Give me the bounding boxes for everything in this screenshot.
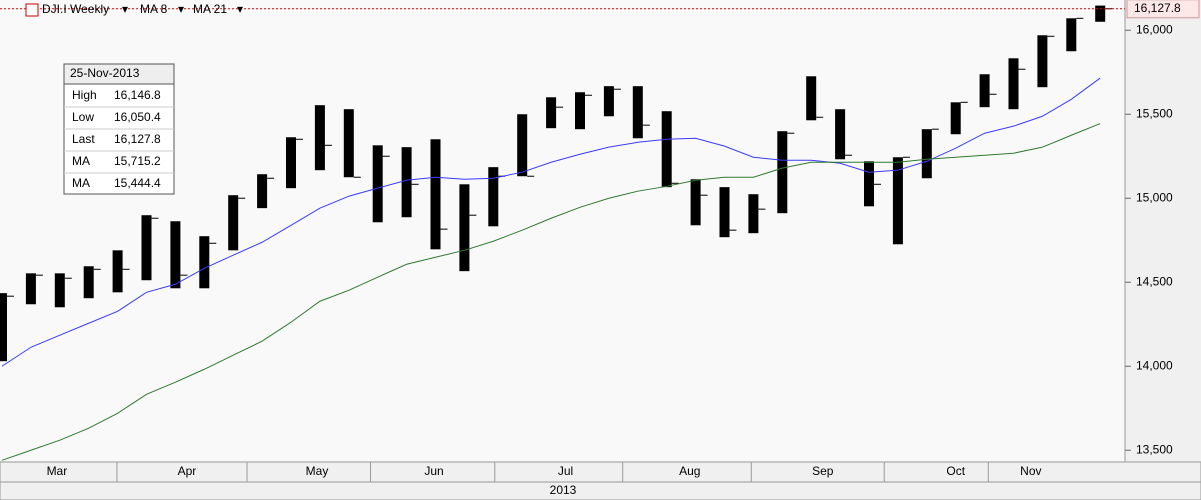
price-bar bbox=[748, 194, 759, 234]
price-bar bbox=[314, 105, 325, 171]
x-tick-label: Jun bbox=[424, 464, 443, 478]
price-bar bbox=[257, 174, 268, 209]
y-tick-label: 16,000 bbox=[1136, 22, 1173, 36]
info-row-value: 15,444.4 bbox=[114, 176, 161, 190]
legend-entry: MA 21 bbox=[193, 2, 227, 16]
price-bar bbox=[459, 184, 470, 272]
price-bar bbox=[1066, 18, 1077, 52]
y-tick-label: 15,500 bbox=[1136, 106, 1173, 120]
last-price-label: 16,127.8 bbox=[1134, 1, 1181, 15]
y-axis-panel bbox=[1125, 0, 1201, 462]
price-bar bbox=[0, 293, 7, 362]
price-bar bbox=[1037, 35, 1048, 88]
y-tick-label: 15,000 bbox=[1136, 190, 1173, 204]
price-bar bbox=[1095, 5, 1106, 22]
x-tick-label: Jul bbox=[558, 464, 573, 478]
moving-average-line bbox=[1, 77, 1101, 367]
legend-icon bbox=[25, 3, 39, 17]
legend-dropdown: ▾ bbox=[237, 2, 243, 16]
price-bar bbox=[488, 167, 499, 227]
price-bar bbox=[979, 74, 990, 108]
price-bar bbox=[632, 86, 643, 139]
price-bar bbox=[170, 221, 181, 289]
price-bar bbox=[661, 111, 672, 188]
x-tick-label: Oct bbox=[946, 464, 965, 478]
x-tick-label: May bbox=[306, 464, 329, 478]
x-axis-label: 2013 bbox=[550, 483, 577, 497]
price-bar bbox=[25, 273, 36, 305]
price-bar bbox=[546, 97, 557, 129]
x-tick-label: Aug bbox=[679, 464, 700, 478]
y-tick-label: 13,500 bbox=[1136, 442, 1173, 456]
y-tick-label: 14,500 bbox=[1136, 274, 1173, 288]
info-row-name: Low bbox=[72, 110, 94, 124]
price-bar bbox=[1008, 58, 1019, 110]
info-row-value: 16,050.4 bbox=[114, 110, 161, 124]
price-bar bbox=[199, 236, 210, 289]
legend-entry: DJI.I Weekly bbox=[42, 2, 109, 16]
legend-entry: MA 8 bbox=[140, 2, 168, 16]
info-date: 25-Nov-2013 bbox=[70, 66, 140, 80]
price-bar bbox=[950, 102, 961, 135]
price-bar bbox=[690, 179, 701, 226]
price-bar bbox=[603, 86, 614, 117]
info-row-value: 16,127.8 bbox=[114, 132, 161, 146]
price-bar bbox=[719, 187, 730, 238]
info-row-name: Last bbox=[72, 132, 95, 146]
legend-dropdown: ▾ bbox=[122, 2, 128, 16]
info-box-header bbox=[63, 63, 175, 85]
price-bar bbox=[575, 92, 585, 130]
price-bar bbox=[83, 266, 94, 299]
price-bar bbox=[401, 147, 412, 218]
price-bar bbox=[372, 145, 383, 223]
price-bar bbox=[54, 273, 65, 308]
y-tick-label: 14,000 bbox=[1136, 358, 1173, 372]
price-bar bbox=[921, 129, 932, 179]
x-tick-label: Mar bbox=[47, 464, 68, 478]
info-row-value: 15,715.2 bbox=[114, 154, 161, 168]
last-price-box bbox=[1126, 0, 1200, 19]
info-row-name: MA bbox=[72, 154, 90, 168]
price-bar bbox=[517, 114, 528, 177]
info-row-value: 16,146.8 bbox=[114, 88, 161, 102]
price-bar bbox=[430, 139, 441, 250]
price-bar bbox=[777, 131, 788, 214]
price-bar bbox=[343, 109, 354, 178]
legend-dropdown: ▾ bbox=[178, 2, 184, 16]
x-tick-label: Apr bbox=[178, 464, 197, 478]
info-row-name: MA bbox=[72, 176, 90, 190]
price-bar bbox=[864, 161, 874, 207]
x-tick-label: Nov bbox=[1020, 464, 1041, 478]
price-bar bbox=[835, 109, 846, 160]
price-bar bbox=[112, 250, 123, 293]
price-bar bbox=[286, 137, 296, 189]
info-row-name: High bbox=[72, 88, 97, 102]
moving-average-line bbox=[1, 123, 1101, 461]
price-bar bbox=[228, 195, 239, 251]
price-bar bbox=[892, 157, 903, 245]
x-axis-panel bbox=[0, 461, 1201, 500]
x-tick-label: Sep bbox=[812, 464, 834, 478]
price-bar bbox=[141, 215, 152, 281]
price-bar bbox=[806, 76, 817, 121]
